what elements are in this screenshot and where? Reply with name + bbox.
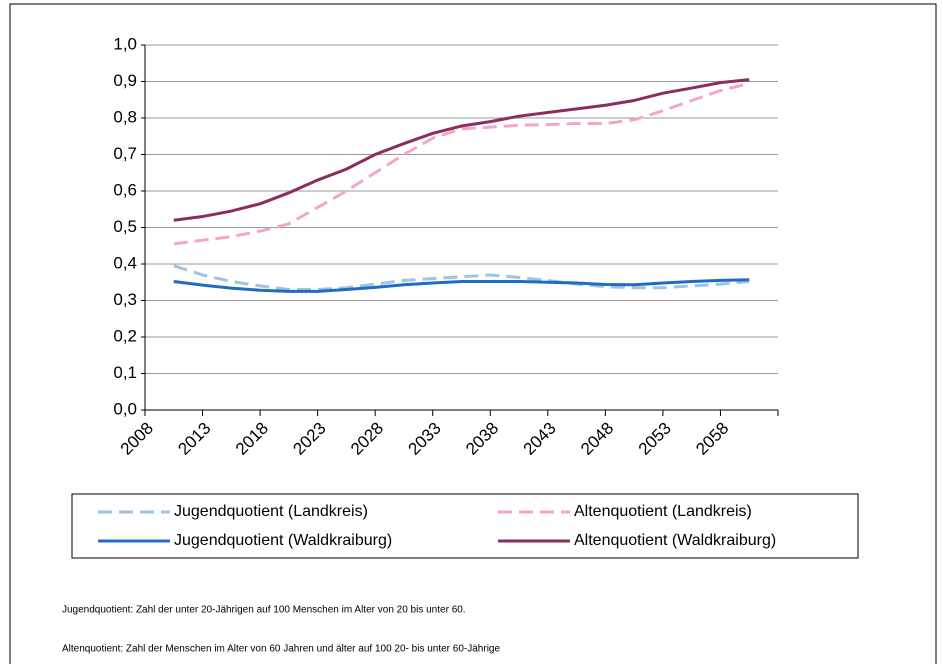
y-tick-label: 0,3 <box>113 290 137 309</box>
x-tick-label: 2018 <box>232 419 272 459</box>
note: Jugendquotient: Zahl der unter 20-Jährig… <box>62 605 466 616</box>
x-tick-label: 2033 <box>405 419 445 459</box>
x-tick-label: 2053 <box>635 419 675 459</box>
series-line <box>173 278 750 293</box>
y-tick-label: 0,9 <box>113 71 137 90</box>
x-tick-label: 2013 <box>174 419 214 459</box>
legend-box <box>71 493 859 559</box>
y-tick-label: 0,7 <box>113 144 137 163</box>
x-tick-label: 2023 <box>289 419 329 459</box>
y-tick-label: 1,0 <box>113 34 137 53</box>
x-tick-label: 2048 <box>577 419 617 459</box>
x-tick-label: 2058 <box>692 419 732 459</box>
x-tick-label: 2028 <box>347 419 387 459</box>
y-tick-label: 0,2 <box>113 326 137 345</box>
series-line <box>173 78 750 222</box>
series-line <box>173 81 750 246</box>
x-tick-label: 2043 <box>520 419 560 459</box>
note: Altenquotient: Zahl der Menschen im Alte… <box>62 644 500 655</box>
y-tick-label: 0,8 <box>113 107 137 126</box>
legend-label: Altenquotient (Waldkraiburg) <box>574 532 776 549</box>
y-tick-label: 0,6 <box>113 180 137 199</box>
y-tick-label: 0,1 <box>113 363 137 382</box>
x-tick-label: 2008 <box>117 419 157 459</box>
x-tick-label: 2038 <box>462 419 502 459</box>
legend-label: Jugendquotient (Landkreis) <box>174 503 368 520</box>
y-tick-label: 0,0 <box>113 399 137 418</box>
series-line <box>173 264 750 292</box>
y-tick-label: 0,5 <box>113 217 137 236</box>
legend-label: Jugendquotient (Waldkraiburg) <box>174 532 392 549</box>
legend-label: Altenquotient (Landkreis) <box>574 503 752 520</box>
y-tick-label: 0,4 <box>113 253 137 272</box>
frame <box>9 3 937 664</box>
